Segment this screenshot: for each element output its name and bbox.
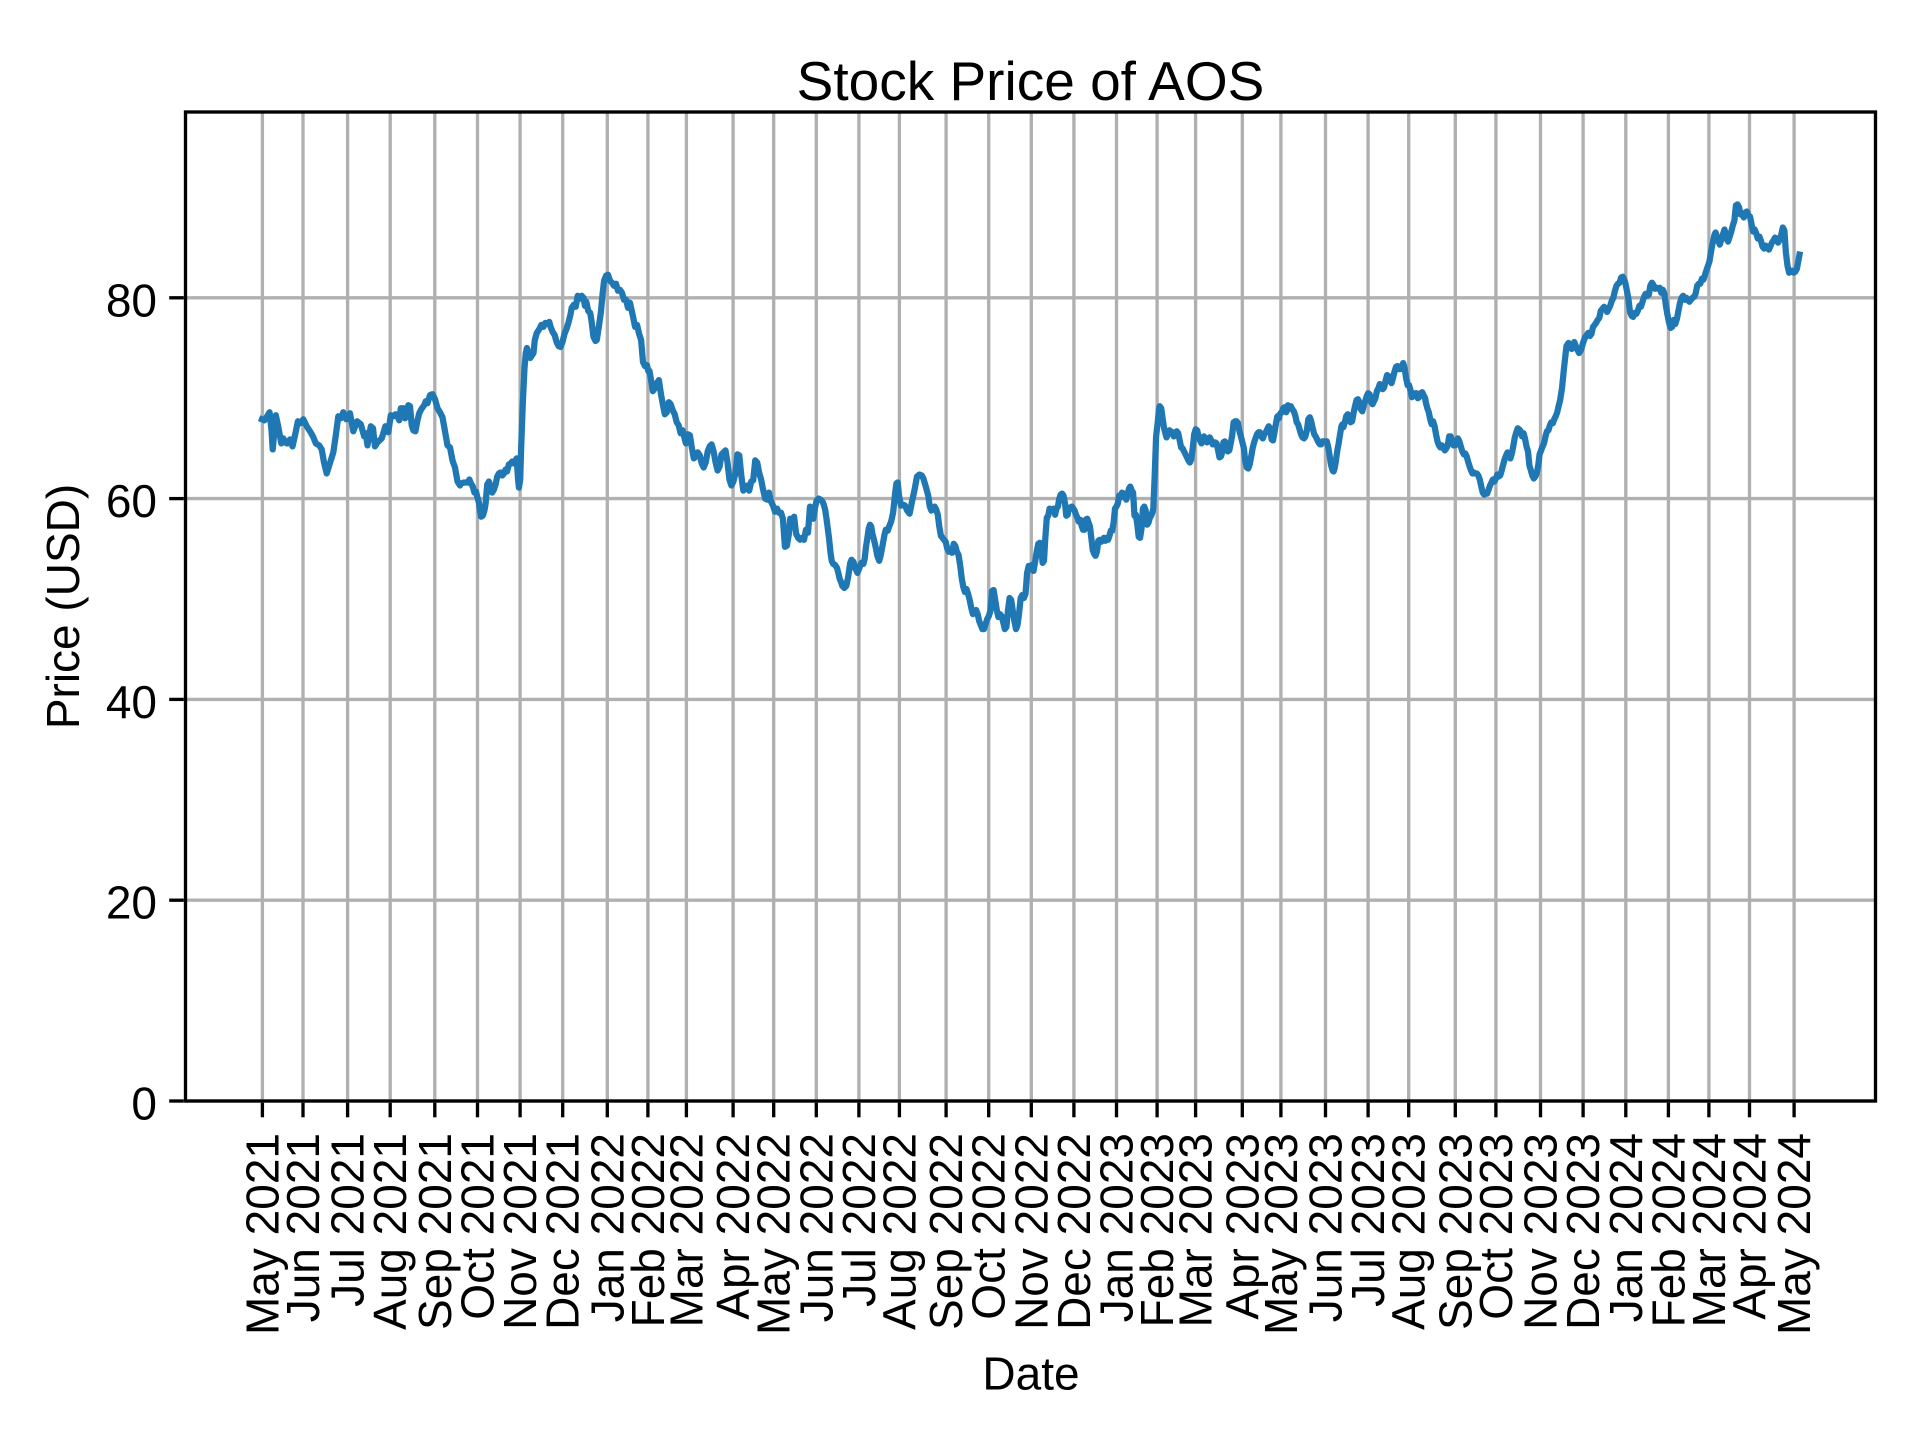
svg-text:Nov 2023: Nov 2023 (1515, 1133, 1567, 1330)
svg-text:Mar 2024: Mar 2024 (1683, 1133, 1735, 1327)
svg-text:May 2023: May 2023 (1255, 1133, 1307, 1335)
svg-text:Oct 2023: Oct 2023 (1470, 1133, 1522, 1320)
svg-text:Nov 2021: Nov 2021 (494, 1133, 546, 1330)
svg-text:May 2022: May 2022 (748, 1133, 800, 1335)
svg-text:Aug 2022: Aug 2022 (873, 1133, 925, 1330)
svg-text:Oct 2021: Oct 2021 (452, 1133, 504, 1320)
svg-text:20: 20 (106, 877, 157, 929)
svg-text:May 2024: May 2024 (1768, 1133, 1820, 1335)
svg-text:Apr 2023: Apr 2023 (1216, 1133, 1268, 1320)
svg-text:Feb 2023: Feb 2023 (1131, 1133, 1183, 1327)
svg-text:Stock Price of AOS: Stock Price of AOS (797, 50, 1265, 112)
svg-text:Dec 2021: Dec 2021 (537, 1133, 589, 1330)
svg-text:Apr 2024: Apr 2024 (1724, 1133, 1776, 1320)
svg-text:Date: Date (982, 1347, 1079, 1399)
svg-text:Sep 2022: Sep 2022 (920, 1133, 972, 1330)
svg-text:Jul 2023: Jul 2023 (1342, 1133, 1394, 1307)
svg-text:60: 60 (106, 475, 157, 527)
svg-text:Dec 2022: Dec 2022 (1048, 1133, 1100, 1330)
svg-text:Feb 2024: Feb 2024 (1642, 1133, 1694, 1327)
svg-text:Feb 2022: Feb 2022 (622, 1133, 674, 1327)
svg-text:Jun 2023: Jun 2023 (1300, 1133, 1352, 1322)
svg-text:Jun 2022: Jun 2022 (790, 1133, 842, 1322)
svg-text:Mar 2022: Mar 2022 (660, 1133, 712, 1327)
svg-text:Nov 2022: Nov 2022 (1005, 1133, 1057, 1330)
svg-text:Mar 2023: Mar 2023 (1170, 1133, 1222, 1327)
svg-text:0: 0 (131, 1078, 157, 1130)
svg-text:Jan 2024: Jan 2024 (1600, 1133, 1652, 1322)
svg-text:May 2021: May 2021 (236, 1133, 288, 1335)
svg-text:Jun 2021: Jun 2021 (277, 1133, 329, 1322)
svg-text:Aug 2021: Aug 2021 (364, 1133, 416, 1330)
svg-text:Jan 2023: Jan 2023 (1091, 1133, 1143, 1322)
svg-text:Jul 2022: Jul 2022 (833, 1133, 885, 1307)
svg-text:Dec 2023: Dec 2023 (1557, 1133, 1609, 1330)
svg-text:Jul 2021: Jul 2021 (322, 1133, 374, 1307)
svg-text:40: 40 (106, 676, 157, 728)
svg-text:Jan 2022: Jan 2022 (581, 1133, 633, 1322)
svg-text:Price (USD): Price (USD) (37, 484, 89, 729)
svg-text:Sep 2023: Sep 2023 (1429, 1133, 1481, 1330)
svg-text:Sep 2021: Sep 2021 (409, 1133, 461, 1330)
svg-text:Apr 2022: Apr 2022 (707, 1133, 759, 1320)
svg-text:Oct 2022: Oct 2022 (963, 1133, 1015, 1320)
svg-text:80: 80 (106, 274, 157, 326)
svg-text:Aug 2023: Aug 2023 (1383, 1133, 1435, 1330)
